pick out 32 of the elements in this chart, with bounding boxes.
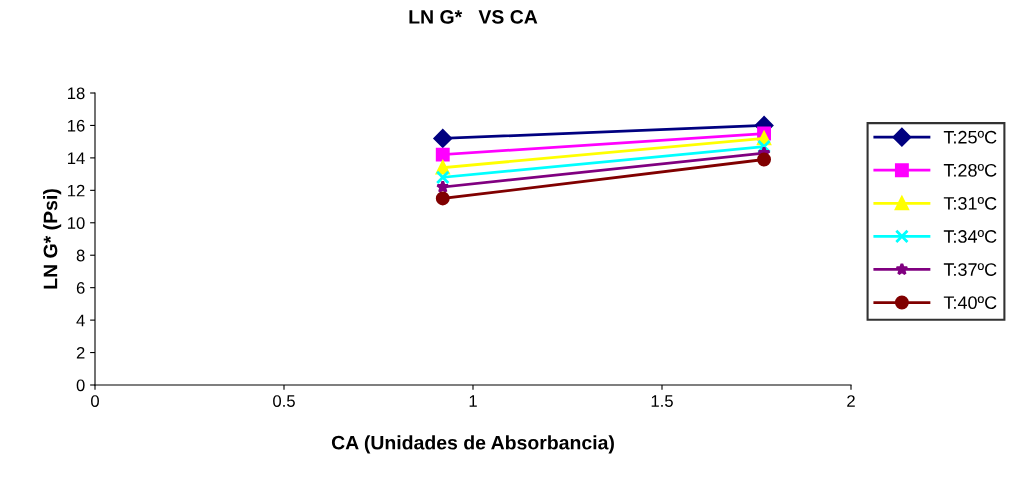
x-tick-label: 0.5: [273, 395, 295, 407]
y-tick-label: 8: [76, 249, 85, 262]
legend-label: T:34ºC: [943, 230, 997, 243]
x-tick-label: 1: [469, 395, 477, 407]
point: [435, 160, 450, 175]
legend-label: T:28ºC: [943, 163, 997, 177]
y-tick-label: 14: [68, 152, 85, 164]
x-tick-label: 1.5: [651, 395, 673, 407]
point: [435, 191, 450, 206]
legend-label: T:37ºC: [943, 263, 997, 276]
x-tick-label: 2: [847, 395, 855, 407]
y-tick-label: 2: [76, 346, 85, 359]
y-tick-label: 12: [68, 184, 85, 197]
point: [433, 129, 453, 148]
y-tick-label: 16: [68, 119, 85, 132]
y-tick-label: 6: [76, 282, 85, 294]
point: [757, 139, 772, 154]
y-tick-label: 18: [68, 87, 85, 100]
y-tick-label: 0: [76, 379, 85, 392]
point: [757, 152, 772, 167]
y-tick-label: 4: [76, 314, 85, 327]
chart-title: LN G* VS CA: [409, 9, 538, 24]
legend-label: T:25ºC: [943, 130, 997, 144]
legend-label: T:40ºC: [943, 296, 997, 310]
legend-label: T:31ºC: [943, 196, 997, 210]
y-tick-label: 10: [68, 217, 85, 229]
y-axis-title: LN G* (Psi): [43, 189, 62, 289]
point: [436, 180, 450, 193]
x-tick-label: 0: [91, 395, 99, 407]
x-axis-title: CA (Unidades de Absorbancia): [331, 435, 614, 454]
point: [435, 147, 450, 162]
point: [435, 170, 450, 185]
